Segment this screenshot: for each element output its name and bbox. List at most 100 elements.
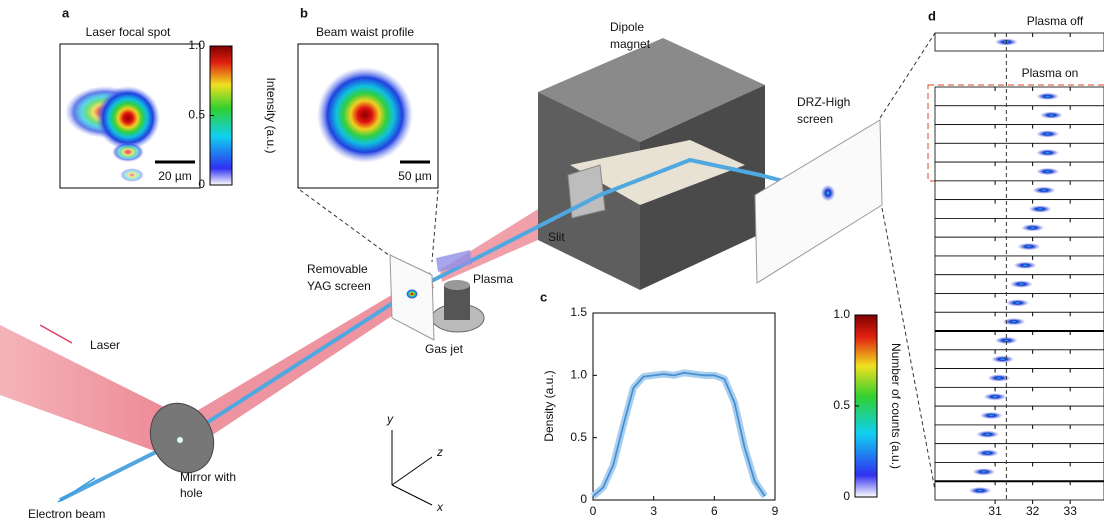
colorbar-tick-label: 1.0 [833,307,850,321]
axis-z [392,457,432,485]
yag-spot [406,289,418,299]
figure: a Laser focal spot 20 µm b Beam waist pr… [0,0,1104,522]
panel-label: b [300,5,308,20]
waist-spot [317,67,413,163]
y-axis-label: Density (a.u.) [542,370,556,441]
axis-symbol: x [436,500,444,514]
strip [935,125,1104,144]
spot [1007,299,1029,306]
spot-lobe [120,168,144,182]
colorbar-tick-label: 0 [843,489,850,503]
plot-frame [593,313,775,500]
strip [935,200,1104,219]
y-tick-label: 1.5 [570,305,587,319]
spot [1037,93,1059,100]
panel-label: c [540,289,547,304]
strip [935,218,1104,237]
scale-label: 20 µm [158,169,192,183]
label: Electron beam [28,507,105,521]
strip [935,162,1104,181]
axis-x [392,485,432,505]
strip [935,481,1104,500]
y-tick-label: 1.0 [570,368,587,382]
strip [935,406,1104,425]
label: DRZ-High [797,95,850,109]
scale-label: 50 µm [398,169,432,183]
zoom-line [432,190,438,262]
gas-jet-top [444,280,470,290]
zoom-line [300,190,390,256]
colorbar-label: Number of counts (a.u.) [889,343,903,469]
spot [1040,112,1062,119]
label: Removable [307,262,368,276]
label: screen [797,112,833,126]
x-tick-label: 32 [1026,504,1040,518]
spot-core [96,86,160,150]
strip [935,181,1104,200]
spot [1037,168,1059,175]
strip [935,350,1104,369]
spot [980,412,1002,419]
label: Slit [548,230,565,244]
strip [935,143,1104,162]
colorbar-tick-label: 0 [198,177,205,191]
spot [1033,187,1055,194]
strip [935,331,1104,350]
spot [992,356,1014,363]
strip [935,387,1104,406]
spot [969,487,991,494]
strip [935,462,1104,481]
gas-jet [444,285,470,320]
label: Plasma [473,272,513,286]
electron-arrow [58,478,95,502]
colorbar-tick-label: 1.0 [188,38,205,52]
x-tick-label: 9 [772,504,779,518]
colorbar-label: Intensity (a.u.) [264,77,278,153]
laser-arrow [40,325,72,343]
spot [1010,281,1032,288]
strip [935,87,1104,106]
y-tick-label: 0.5 [570,430,587,444]
axis-symbol: z [436,445,443,459]
strip [935,425,1104,444]
colorbar-tick-label: 0.5 [188,108,205,122]
label: Dipole [610,20,644,34]
spot [1037,130,1059,137]
strip [935,369,1104,388]
x-tick-label: 6 [711,504,718,518]
panel-title: Beam waist profile [316,25,414,39]
label: magnet [610,37,651,51]
panel-title: Plasma off [1027,14,1084,28]
strip [935,106,1104,125]
spot [973,468,995,475]
spot-lobe [112,142,144,162]
zoom-line [880,33,935,118]
panel-label: a [62,5,70,20]
y-tick-label: 0 [580,492,587,506]
axis-symbol: y [386,412,394,426]
label: Mirror with [180,470,236,484]
label: Laser [90,338,120,352]
label: Gas jet [425,342,464,356]
panel-title: Plasma on [1022,66,1079,80]
spot [984,393,1006,400]
x-tick-label: 33 [1064,504,1078,518]
drz-screen [755,120,882,283]
panel-title: Laser focal spot [86,25,171,39]
spot [1037,149,1059,156]
strip [935,444,1104,463]
x-tick-label: 3 [650,504,657,518]
spot [1014,262,1036,269]
strip [935,33,1104,51]
colorbar-tick-label: 0.5 [833,398,850,412]
spot [1029,206,1051,213]
label: YAG screen [307,279,371,293]
mirror-hole [177,437,183,443]
spot [1018,243,1040,250]
x-tick-label: 0 [590,504,597,518]
spot [977,431,999,438]
label: hole [180,486,203,500]
x-tick-label: 31 [988,504,1002,518]
spot [1022,224,1044,231]
panel-label: d [928,8,936,23]
